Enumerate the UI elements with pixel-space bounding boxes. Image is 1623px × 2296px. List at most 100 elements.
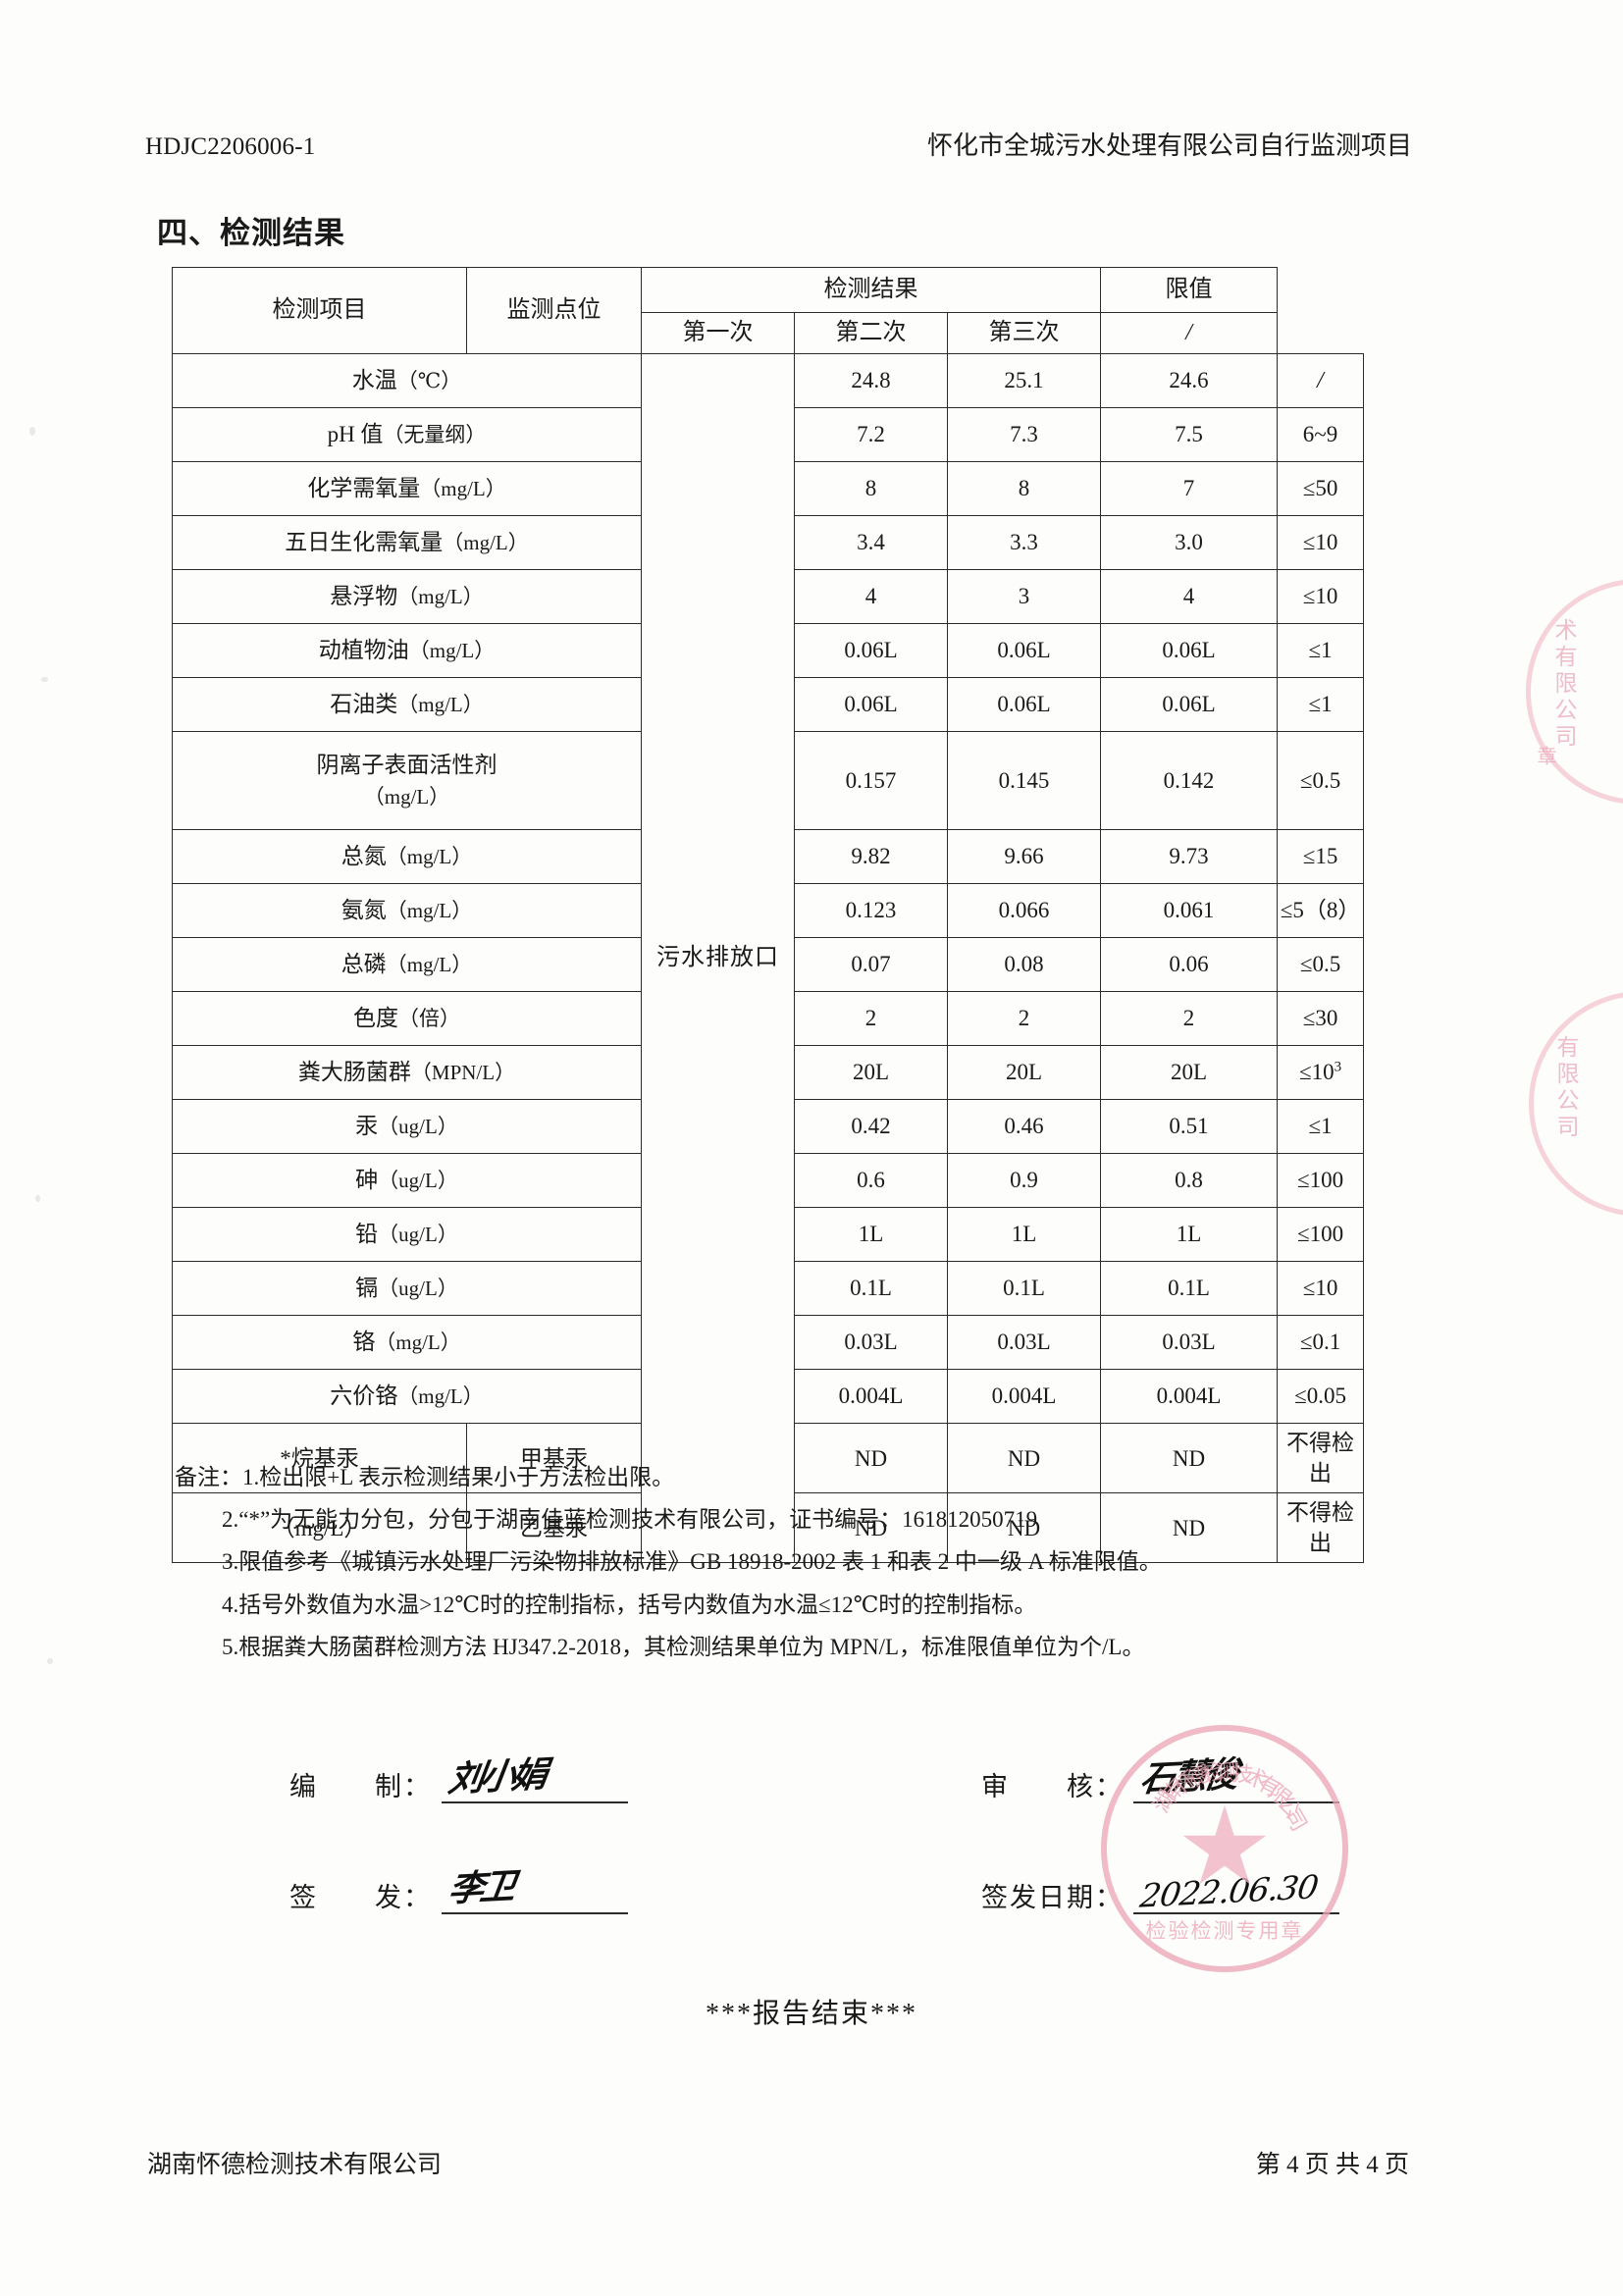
cell-result-3: 0.51	[1100, 1099, 1279, 1154]
cell-result-1: 0.004L	[794, 1369, 948, 1424]
table-row: 汞（ug/L） 0.42 0.46 0.51 ≤1	[172, 1099, 1364, 1154]
cell-result-3: 0.061	[1100, 883, 1279, 938]
cell-limit: ≤1	[1277, 1099, 1364, 1154]
scan-speck	[47, 1658, 53, 1664]
cell-result-1: ND	[794, 1422, 948, 1494]
cell-result-2: 2	[946, 991, 1102, 1046]
cell-result-1: 0.42	[794, 1099, 948, 1154]
cell-result-3: 3.0	[1100, 515, 1279, 570]
cell-result-2: 9.66	[946, 829, 1102, 884]
cell-limit: /	[1277, 353, 1364, 408]
cell-result-3: 0.8	[1100, 1153, 1279, 1208]
cell-result-2: 0.46	[946, 1099, 1102, 1154]
cell-limit: ≤0.5	[1277, 731, 1364, 830]
document-footer: 湖南怀德检测技术有限公司 第 4 页 共 4 页	[0, 2145, 1623, 2180]
cell-result-2: 3.3	[946, 515, 1102, 570]
cell-result-2: 20L	[946, 1045, 1102, 1100]
cell-limit: ≤30	[1277, 991, 1364, 1046]
cell-result-3: 0.06L	[1100, 677, 1279, 732]
cell-limit: ≤1	[1277, 623, 1364, 678]
cell-result-3: 4	[1100, 569, 1279, 624]
cell-result-2: 7.3	[946, 407, 1102, 462]
cell-result-1: 0.07	[794, 937, 948, 992]
cell-item-name: 五日生化需氧量（mg/L）	[172, 515, 642, 570]
cell-limit: ≤10	[1277, 1261, 1364, 1316]
cell-result-3: 1L	[1100, 1207, 1279, 1262]
table-body: 水温（℃） 污水排放口 24.8 25.1 24.6/pH 值（无量纲） 7.2 7.3 7.…	[172, 352, 1364, 1564]
compiled-by-signature: 刘小娟	[445, 1753, 547, 1800]
issue-date-line: 2022.06.30	[1133, 1867, 1339, 1915]
cell-item-name: 动植物油（mg/L）	[172, 623, 642, 678]
cell-result-3: 0.004L	[1100, 1369, 1279, 1424]
cell-result-3: 9.73	[1100, 829, 1279, 884]
cell-result-2: 0.004L	[946, 1369, 1102, 1424]
cell-result-1: 8	[794, 461, 948, 516]
cell-result-2: 3	[946, 569, 1102, 624]
table-row: 六价铬（mg/L） 0.004L 0.004L 0.004L ≤0.05	[172, 1369, 1364, 1424]
reviewed-by-line: 石慧俊	[1133, 1754, 1339, 1803]
cell-item-name: 氨氮（mg/L）	[172, 883, 642, 938]
cell-item-name: 阴离子表面活性剂 （mg/L）	[172, 731, 642, 830]
cell-result-2: 0.06L	[946, 623, 1102, 678]
cell-limit: ≤103	[1277, 1045, 1364, 1100]
issued-by-line: 李卫	[442, 1865, 628, 1914]
cell-alkyl-mercury-sub: 甲基汞	[466, 1422, 642, 1494]
issued-by-signature: 李卫	[445, 1865, 515, 1910]
reviewed-by-row: 审 核： 石慧俊	[981, 1754, 1339, 1803]
header-limit: 限值	[1100, 267, 1279, 313]
cell-result-1: 0.1L	[794, 1261, 948, 1316]
cell-result-2: 0.1L	[946, 1261, 1102, 1316]
header-results: 检测结果	[640, 267, 1102, 313]
issue-date-value: 2022.06.30	[1137, 1867, 1321, 1915]
cell-result-1: 20L	[794, 1045, 948, 1100]
edge-seal-upper-text-2: 章	[1534, 746, 1555, 769]
cell-result-2: 0.08	[946, 937, 1102, 992]
cell-result-1: 0.06L	[794, 677, 948, 732]
cell-limit: ≤15	[1277, 829, 1364, 884]
footer-page-info: 第 4 页 共 4 页	[1255, 2152, 1409, 2178]
table-row: 阴离子表面活性剂 （mg/L） 0.157 0.145 0.142 ≤0.5	[172, 731, 1364, 830]
table-row: 粪大肠菌群（MPN/L） 20L 20L 20L ≤103	[172, 1045, 1364, 1100]
footer-company: 湖南怀德检测技术有限公司	[147, 2152, 443, 2178]
cell-result-1: 0.123	[794, 883, 948, 938]
note-1: 备注：1.检出限+L 表示检测结果小于方法检出限。	[175, 1465, 675, 1489]
table-row: 总磷（mg/L） 0.07 0.08 0.06 ≤0.5	[172, 937, 1364, 992]
table-row: 石油类（mg/L） 0.06L 0.06L 0.06L ≤1	[172, 677, 1364, 732]
cell-item-name: 悬浮物（mg/L）	[172, 569, 642, 624]
cell-item-name: 色度（倍）	[172, 991, 642, 1046]
cell-result-1: ND	[794, 1492, 948, 1564]
table-row: 氨氮（mg/L） 0.123 0.066 0.061 ≤5（8）	[172, 883, 1364, 938]
cell-item-name: 汞（ug/L）	[172, 1099, 642, 1154]
cell-monitoring-point: 污水排放口	[641, 352, 795, 1564]
cell-alkyl-mercury-label-top: *烷基汞	[172, 1422, 467, 1494]
table-row: 铬（mg/L） 0.03L 0.03L 0.03L ≤0.1	[172, 1315, 1364, 1370]
cell-result-1: 0.157	[794, 731, 948, 830]
cell-result-1: 1L	[794, 1207, 948, 1262]
cell-result-3: 0.03L	[1100, 1315, 1279, 1370]
table-row: 镉（ug/L） 0.1L 0.1L 0.1L ≤10	[172, 1261, 1364, 1316]
document-id: HDJC2206006-1	[145, 133, 316, 160]
cell-result-3: 7	[1100, 461, 1279, 516]
issued-by-row: 签 发： 李卫	[289, 1865, 628, 1914]
cell-limit: ≤5（8）	[1277, 883, 1364, 938]
cell-result-2: ND	[946, 1422, 1102, 1494]
cell-result-2: 0.9	[946, 1153, 1102, 1208]
cell-result-3: 24.6	[1100, 353, 1279, 408]
cell-item-name: 砷（ug/L）	[172, 1153, 642, 1208]
compiled-by-row: 编 制： 刘小娟	[289, 1754, 628, 1803]
header-run-3: 第三次	[946, 312, 1102, 354]
cell-item-name: pH 值（无量纲）	[172, 407, 642, 462]
cell-result-2: 1L	[946, 1207, 1102, 1262]
detection-results-table: 检测项目 监测点位 检测结果 限值 第一次 第二次 第三次 / 水温（℃） 污水排…	[172, 267, 1364, 1564]
cell-limit: ≤10	[1277, 569, 1364, 624]
table-row: 总氮（mg/L） 9.82 9.66 9.73 ≤15	[172, 829, 1364, 884]
cell-limit: ≤50	[1277, 461, 1364, 516]
cell-result-2: 0.03L	[946, 1315, 1102, 1370]
table-row: 五日生化需氧量（mg/L） 3.4 3.3 3.0 ≤10	[172, 515, 1364, 570]
table-header-row-top: 检测项目 监测点位 检测结果 限值	[172, 267, 1364, 354]
cell-limit: 6~9	[1277, 407, 1364, 462]
reviewed-by-signature: 石慧俊	[1137, 1753, 1238, 1800]
cell-limit: ≤0.05	[1277, 1369, 1364, 1424]
cell-result-1: 3.4	[794, 515, 948, 570]
cell-result-1: 0.03L	[794, 1315, 948, 1370]
